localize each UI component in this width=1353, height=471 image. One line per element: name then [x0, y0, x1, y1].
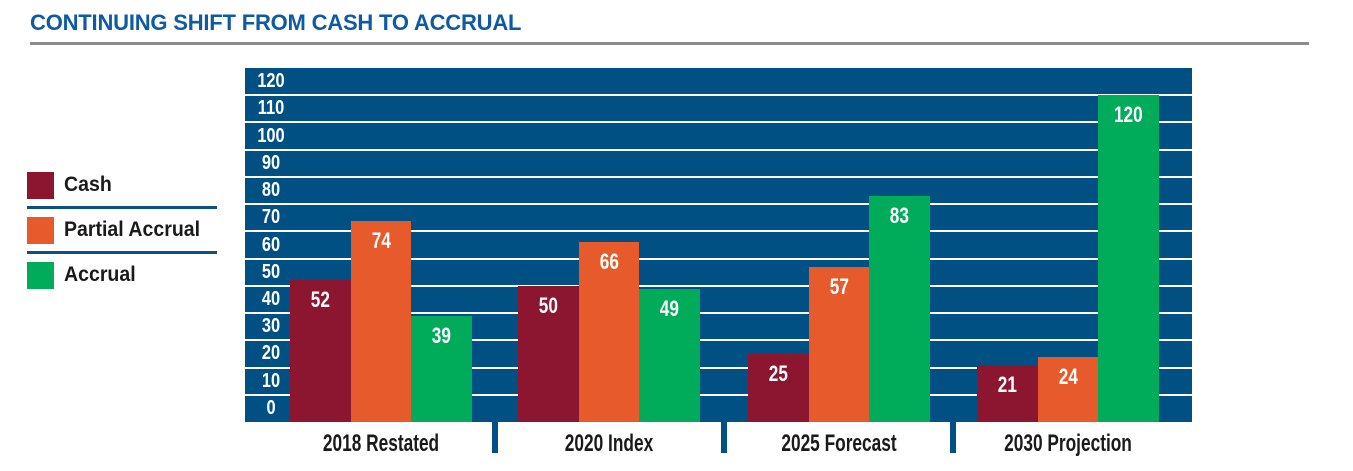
legend-item-cash: Cash: [27, 171, 115, 199]
bar-value-label: 57: [829, 273, 849, 299]
bar-value-label: 50: [538, 292, 558, 318]
gridline: [245, 284, 1192, 287]
legend-swatch-cash: [27, 171, 54, 199]
bar-accrual-2025-forecast: 83: [869, 196, 930, 422]
gridline: [245, 121, 1192, 124]
bar-cash-2018-restated: 52: [290, 280, 351, 422]
legend-label-cash: Cash: [64, 173, 112, 196]
y-axis-tick-label: 80: [261, 179, 281, 202]
legend-divider: [27, 251, 217, 254]
category-label: 2018 Restated: [322, 430, 440, 457]
y-axis-tick-label: 60: [261, 233, 281, 256]
page-title: CONTINUING SHIFT FROM CASH TO ACCRUAL: [30, 10, 522, 35]
bar-partial-accrual-2018-restated: 74: [350, 220, 412, 422]
title-rule: [30, 42, 1309, 45]
bar-value-label: 66: [599, 249, 619, 275]
legend-label-accrual: Accrual: [64, 263, 136, 286]
bar-cash-2030-projection: 21: [977, 364, 1038, 422]
gridline: [245, 175, 1192, 178]
y-axis-tick-label: 0: [266, 396, 276, 419]
y-axis-tick-label: 50: [261, 260, 281, 283]
bar-accrual-2030-projection: 120: [1098, 95, 1159, 422]
bar-partial-accrual-2030-projection: 24: [1037, 356, 1099, 422]
gridline: [245, 203, 1192, 206]
legend-swatch-partial-accrual: [27, 216, 54, 244]
y-axis-tick-label: 100: [257, 124, 285, 147]
bar-value-label: 74: [371, 227, 391, 253]
y-axis-tick-label: 30: [261, 315, 281, 338]
y-axis-tick-label: 40: [261, 287, 281, 310]
bar-value-label: 52: [310, 287, 330, 313]
bar-value-label: 21: [997, 371, 1017, 397]
category-divider-tick: [720, 422, 727, 453]
gridline: [245, 148, 1192, 151]
y-axis-tick-label: 20: [261, 342, 281, 365]
gridline: [245, 312, 1192, 315]
legend-item-partial-accrual: Partial Accrual: [27, 216, 210, 244]
legend-item-accrual: Accrual: [27, 261, 141, 289]
bar-value-label: 49: [660, 295, 680, 321]
bar-accrual-2020-index: 49: [639, 288, 700, 422]
category-label: 2030 Projection: [1004, 430, 1132, 457]
category-label: 2020 Index: [564, 430, 654, 457]
legend-label-partial-accrual: Partial Accrual: [64, 218, 201, 241]
category-label: 2025 Forecast: [781, 430, 897, 457]
bar-value-label: 24: [1058, 363, 1078, 389]
bar-value-label: 39: [432, 322, 452, 348]
bar-accrual-2018-restated: 39: [411, 315, 472, 422]
category-divider-tick: [492, 422, 498, 453]
y-axis-tick-label: 70: [261, 206, 281, 229]
gridline: [245, 230, 1192, 233]
plot-area: 0 10 20 30 40 50 60 70 80 90 100 110 120 52 74 39 50 66 49…: [245, 68, 1192, 422]
bar-value-label: 25: [768, 360, 788, 386]
category-divider-tick: [949, 422, 956, 453]
gridline: [245, 257, 1192, 260]
gridline: [245, 94, 1192, 97]
bar-cash-2020-index: 50: [518, 285, 579, 422]
y-axis-tick-label: 90: [261, 151, 281, 174]
bar-partial-accrual-2020-index: 66: [578, 242, 640, 422]
gridline: [245, 339, 1192, 342]
gridline: [245, 393, 1192, 396]
gridline: [245, 366, 1192, 369]
y-axis-tick-label: 10: [261, 369, 281, 392]
y-axis-tick-label: 110: [257, 97, 285, 120]
bar-partial-accrual-2025-forecast: 57: [808, 266, 870, 422]
legend-divider: [27, 206, 217, 209]
bar-value-label: 83: [890, 203, 910, 228]
legend-swatch-accrual: [27, 261, 54, 289]
bar-cash-2025-forecast: 25: [748, 353, 809, 422]
y-axis-tick-label: 120: [257, 70, 285, 93]
bar-value-label: 120: [1114, 102, 1143, 128]
